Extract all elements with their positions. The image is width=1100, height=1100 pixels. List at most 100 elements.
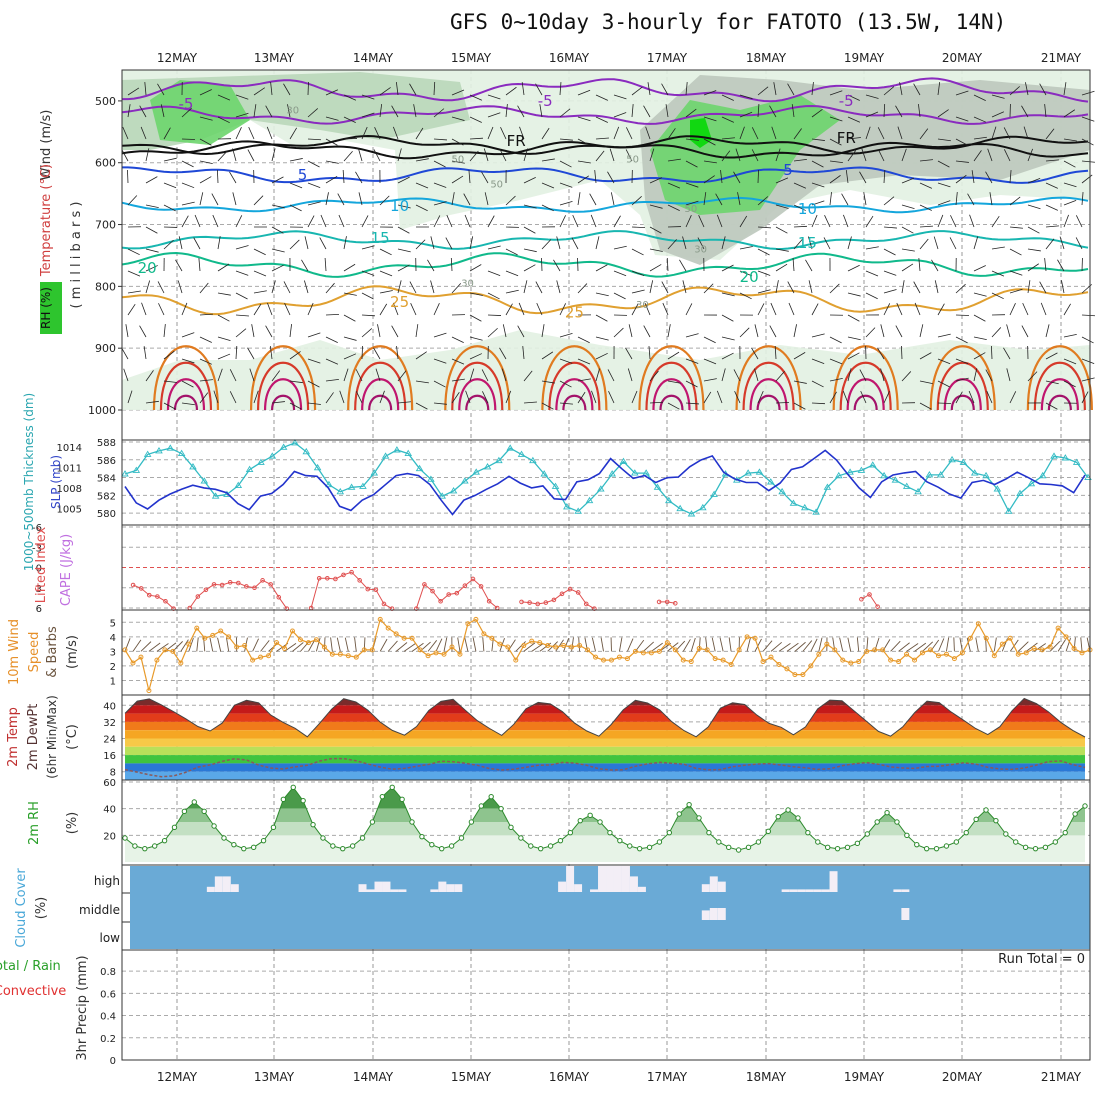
surface-temp-contour (256, 361, 310, 411)
wind-barb (523, 248, 537, 253)
wind-barb (775, 248, 789, 252)
wind-barb (521, 82, 525, 96)
wind-10m-marker (337, 651, 343, 657)
surface-temp-contour (368, 394, 393, 411)
rh2m-marker (290, 784, 296, 791)
wind-barb (235, 215, 243, 228)
wind-barb (751, 149, 759, 162)
wind-barb (793, 380, 807, 384)
wind-barb (229, 369, 237, 382)
wind-barb (343, 263, 356, 272)
wind-barb (127, 270, 141, 277)
wind-barb (973, 116, 987, 123)
wind-barb (985, 369, 993, 382)
wind-barb (122, 126, 129, 140)
wind-barb (1003, 127, 1011, 140)
thickness-marker (812, 508, 820, 515)
precip-tick: 0.6 (100, 989, 116, 1000)
wind-barb (271, 264, 284, 272)
wind-10m-marker (824, 641, 830, 647)
wind-10m-barb (711, 637, 716, 652)
wind-barb (1027, 371, 1038, 382)
slp-tick: 1014 (57, 443, 82, 454)
thickness-marker (925, 471, 934, 478)
cloud-high-bar (366, 889, 375, 892)
wind-barb (283, 83, 291, 96)
wind-barb (685, 160, 698, 168)
lifted-index-marker (575, 590, 581, 595)
thickness-marker (427, 475, 435, 482)
wind-barb (433, 380, 446, 388)
wind-barb (451, 392, 460, 404)
wind-barb (901, 148, 907, 162)
wind-10m-marker (361, 647, 367, 653)
wind-barb (643, 105, 651, 118)
wind-barb (1059, 236, 1065, 250)
wind-barb (721, 368, 726, 382)
wind-barb (175, 259, 183, 272)
thickness-marker (936, 471, 945, 478)
wind-barb (483, 148, 489, 162)
wind-barb (361, 126, 368, 140)
wind-10m-marker (632, 648, 638, 654)
rh2m-marker (270, 824, 277, 831)
wind-barb (1063, 199, 1077, 206)
isotherm-label: 15 (798, 234, 817, 252)
wind-10m-barb (209, 637, 214, 652)
wind-barb (289, 351, 301, 360)
wind-barb (697, 237, 705, 250)
wind-barb (271, 148, 276, 162)
wind-barb (392, 302, 399, 316)
wind-barb (721, 292, 735, 297)
wind-barb (487, 215, 495, 228)
cloud-high-bar (214, 876, 223, 892)
rh2m-marker (439, 845, 445, 852)
wind-barb (973, 368, 978, 382)
wind-barb (358, 192, 363, 206)
wind-10m-barb (180, 639, 189, 652)
thickness-line (124, 442, 1089, 515)
wind-10m-barb (619, 637, 623, 652)
rh2m-marker (795, 815, 801, 821)
precip-tick: 0.2 (100, 1034, 116, 1045)
wind-barb (662, 302, 669, 316)
thickness-marker (574, 507, 582, 514)
ylabel-rh2m: 2m RH (27, 801, 42, 845)
wind-barb (791, 104, 795, 118)
wind-barb (991, 292, 1004, 300)
ylabel-temp: 2m Temp (6, 707, 21, 767)
thickness-marker (1072, 458, 1081, 465)
wind-barb (343, 292, 357, 296)
wind-barb (775, 204, 789, 209)
run-total-label: Run Total = 0 (998, 952, 1085, 967)
wind-barb (625, 347, 633, 360)
wind-barb (163, 127, 171, 140)
wind-barb (379, 248, 392, 256)
wind-barb (469, 264, 482, 272)
surface-temp-contour (270, 394, 296, 411)
wind-barb (519, 126, 525, 140)
ylabel-wind-units: (m/s) (65, 635, 80, 669)
wind-barb (1045, 402, 1058, 410)
surface-temp-contour (839, 361, 892, 411)
wind-barb (919, 159, 933, 162)
wind-10m-marker (170, 648, 176, 654)
wind-tick: 1 (110, 676, 116, 687)
wind-10m-marker (345, 653, 351, 659)
wind-10m-marker (537, 640, 543, 646)
wind-barb (775, 226, 788, 234)
wind-barb (125, 324, 129, 338)
wind-barb (343, 336, 357, 341)
thickness-marker (551, 482, 560, 489)
wind-barb (877, 127, 885, 140)
date-label-top: 16MAY (549, 51, 590, 65)
wind-barb (143, 346, 147, 360)
wind-barb (433, 160, 446, 168)
wind-barb (577, 283, 588, 294)
wind-barb (1063, 303, 1071, 316)
wind-barb (304, 280, 309, 294)
wind-barb (1063, 182, 1077, 188)
wind-barb (433, 402, 447, 405)
wind-barb (469, 353, 482, 360)
wind-barb (502, 324, 507, 338)
